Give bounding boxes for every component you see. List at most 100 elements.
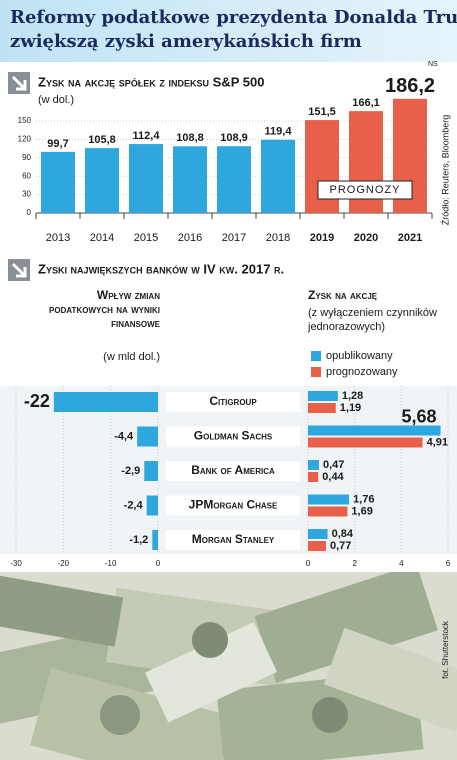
bar bbox=[144, 461, 158, 481]
bar bbox=[308, 472, 319, 482]
bar bbox=[85, 148, 119, 213]
x-tick-label: 4 bbox=[399, 559, 404, 568]
y-tick-label: 120 bbox=[18, 135, 32, 144]
panel-title: Zysk na akcję bbox=[308, 288, 378, 302]
bar bbox=[41, 151, 75, 213]
value-label: -1,2 bbox=[129, 534, 148, 546]
bar bbox=[173, 146, 207, 213]
value-label: 99,7 bbox=[47, 138, 68, 150]
panel-unit: (w mld dol.) bbox=[103, 351, 160, 363]
bar bbox=[308, 391, 338, 401]
y-tick-label: 150 bbox=[18, 116, 32, 125]
unit: (w dol.) bbox=[38, 94, 74, 106]
bar bbox=[308, 541, 326, 551]
value-label: 166,1 bbox=[352, 97, 380, 109]
bar bbox=[308, 529, 328, 539]
value-label: 1,28 bbox=[342, 390, 363, 402]
title-line: zwiększą zyski amerykańskich firm bbox=[10, 31, 362, 52]
x-tick-label: 2014 bbox=[90, 232, 114, 244]
bar bbox=[308, 494, 350, 505]
tag: NS bbox=[428, 61, 438, 68]
bar bbox=[53, 392, 158, 412]
y-tick-label: 90 bbox=[22, 153, 31, 162]
annotation-box bbox=[317, 180, 413, 200]
x-tick-label: 2017 bbox=[222, 232, 246, 244]
panel-title-box: Wpływ zmian podatkowych na wyniki finans… bbox=[49, 288, 160, 330]
value-label: 112,4 bbox=[133, 130, 161, 142]
bar bbox=[308, 437, 423, 448]
arrow-icon bbox=[8, 259, 30, 281]
x-tick-label: 2019 bbox=[310, 232, 334, 244]
bar bbox=[146, 495, 158, 516]
x-tick-label: 0 bbox=[156, 559, 161, 568]
value-label: 0,84 bbox=[332, 528, 354, 540]
section-title: Zysk na akcję spółek z indeksu S&P 500 bbox=[38, 74, 264, 89]
value-label: 0,47 bbox=[323, 459, 344, 471]
legend-swatch bbox=[311, 351, 321, 361]
category-box bbox=[166, 530, 300, 550]
x-tick-label: 0 bbox=[306, 559, 311, 568]
value-label: 0,77 bbox=[330, 540, 351, 552]
bar bbox=[261, 139, 295, 213]
category-label: Citigroup bbox=[209, 394, 257, 408]
x-tick-label: -10 bbox=[105, 559, 117, 568]
x-tick-label: 2016 bbox=[178, 232, 202, 244]
annotation: PROGNOZY bbox=[330, 184, 401, 196]
bar bbox=[308, 403, 336, 413]
category-box bbox=[166, 461, 300, 481]
title-line: Reformy podatkowe prezydenta Donalda Tru… bbox=[10, 7, 457, 28]
value-label: -4,4 bbox=[114, 430, 134, 442]
value-label: 1,76 bbox=[353, 493, 374, 505]
value-label: 105,8 bbox=[88, 134, 116, 146]
category-box bbox=[166, 426, 300, 447]
bar bbox=[129, 144, 163, 213]
value-label: 1,19 bbox=[340, 402, 361, 414]
panel-unit-box: (w mld dol.) bbox=[103, 351, 160, 363]
x-tick-label: 2018 bbox=[266, 232, 290, 244]
section-title: Zyski największych banków w IV kw. 2017 … bbox=[38, 261, 284, 276]
x-tick-label: -20 bbox=[58, 559, 70, 568]
source: Źródło: Reuters, Bloomberg bbox=[440, 115, 450, 226]
value-label: 119,4 bbox=[265, 126, 293, 138]
y-tick-label: 0 bbox=[27, 208, 32, 217]
panel-title-box: Zysk na akcję bbox=[308, 288, 378, 302]
category-box bbox=[166, 392, 300, 412]
legend-swatch bbox=[311, 367, 321, 377]
bar bbox=[308, 460, 319, 470]
value-label: -2,9 bbox=[121, 465, 140, 477]
value-label: 4,91 bbox=[427, 436, 448, 448]
x-tick-label: 2021 bbox=[398, 232, 422, 244]
panel-unit: (z wyłączeniem czynników jednorazowych) bbox=[308, 307, 437, 333]
arrow-icon bbox=[8, 72, 30, 94]
category-label: Morgan Stanley bbox=[192, 532, 275, 546]
x-tick-label: -30 bbox=[10, 559, 22, 568]
bar bbox=[308, 425, 441, 436]
value-label: 108,9 bbox=[220, 132, 248, 144]
category-label: JPMorgan Chase bbox=[189, 498, 278, 512]
x-tick-label: 2 bbox=[352, 559, 357, 568]
panel-title: Wpływ zmian podatkowych na wyniki finans… bbox=[49, 288, 160, 330]
photo-credit: fot. Shutterstock bbox=[441, 620, 450, 679]
bar bbox=[137, 426, 158, 447]
category-label: Bank of America bbox=[191, 463, 275, 477]
x-tick-label: 2013 bbox=[46, 232, 70, 244]
value-label: 1,69 bbox=[351, 505, 372, 517]
value-label: 186,2 bbox=[385, 75, 435, 97]
legend-label: prognozowany bbox=[326, 366, 398, 378]
y-tick-label: 60 bbox=[22, 171, 31, 180]
category-label: Goldman Sachs bbox=[194, 429, 273, 443]
x-tick-label: 6 bbox=[446, 559, 451, 568]
header-band bbox=[0, 0, 457, 62]
x-tick-label: 2015 bbox=[134, 232, 158, 244]
category-box bbox=[166, 495, 300, 516]
value-label: 0,44 bbox=[322, 471, 344, 483]
value-label: -2,4 bbox=[124, 499, 144, 511]
value-label: -22 bbox=[24, 391, 50, 411]
value-label: 108,8 bbox=[176, 132, 204, 144]
value-label: 151,5 bbox=[308, 106, 336, 118]
x-tick-label: 2020 bbox=[354, 232, 378, 244]
panel-unit-box: (z wyłączeniem czynników jednorazowych) bbox=[308, 307, 437, 333]
bar bbox=[152, 530, 158, 550]
